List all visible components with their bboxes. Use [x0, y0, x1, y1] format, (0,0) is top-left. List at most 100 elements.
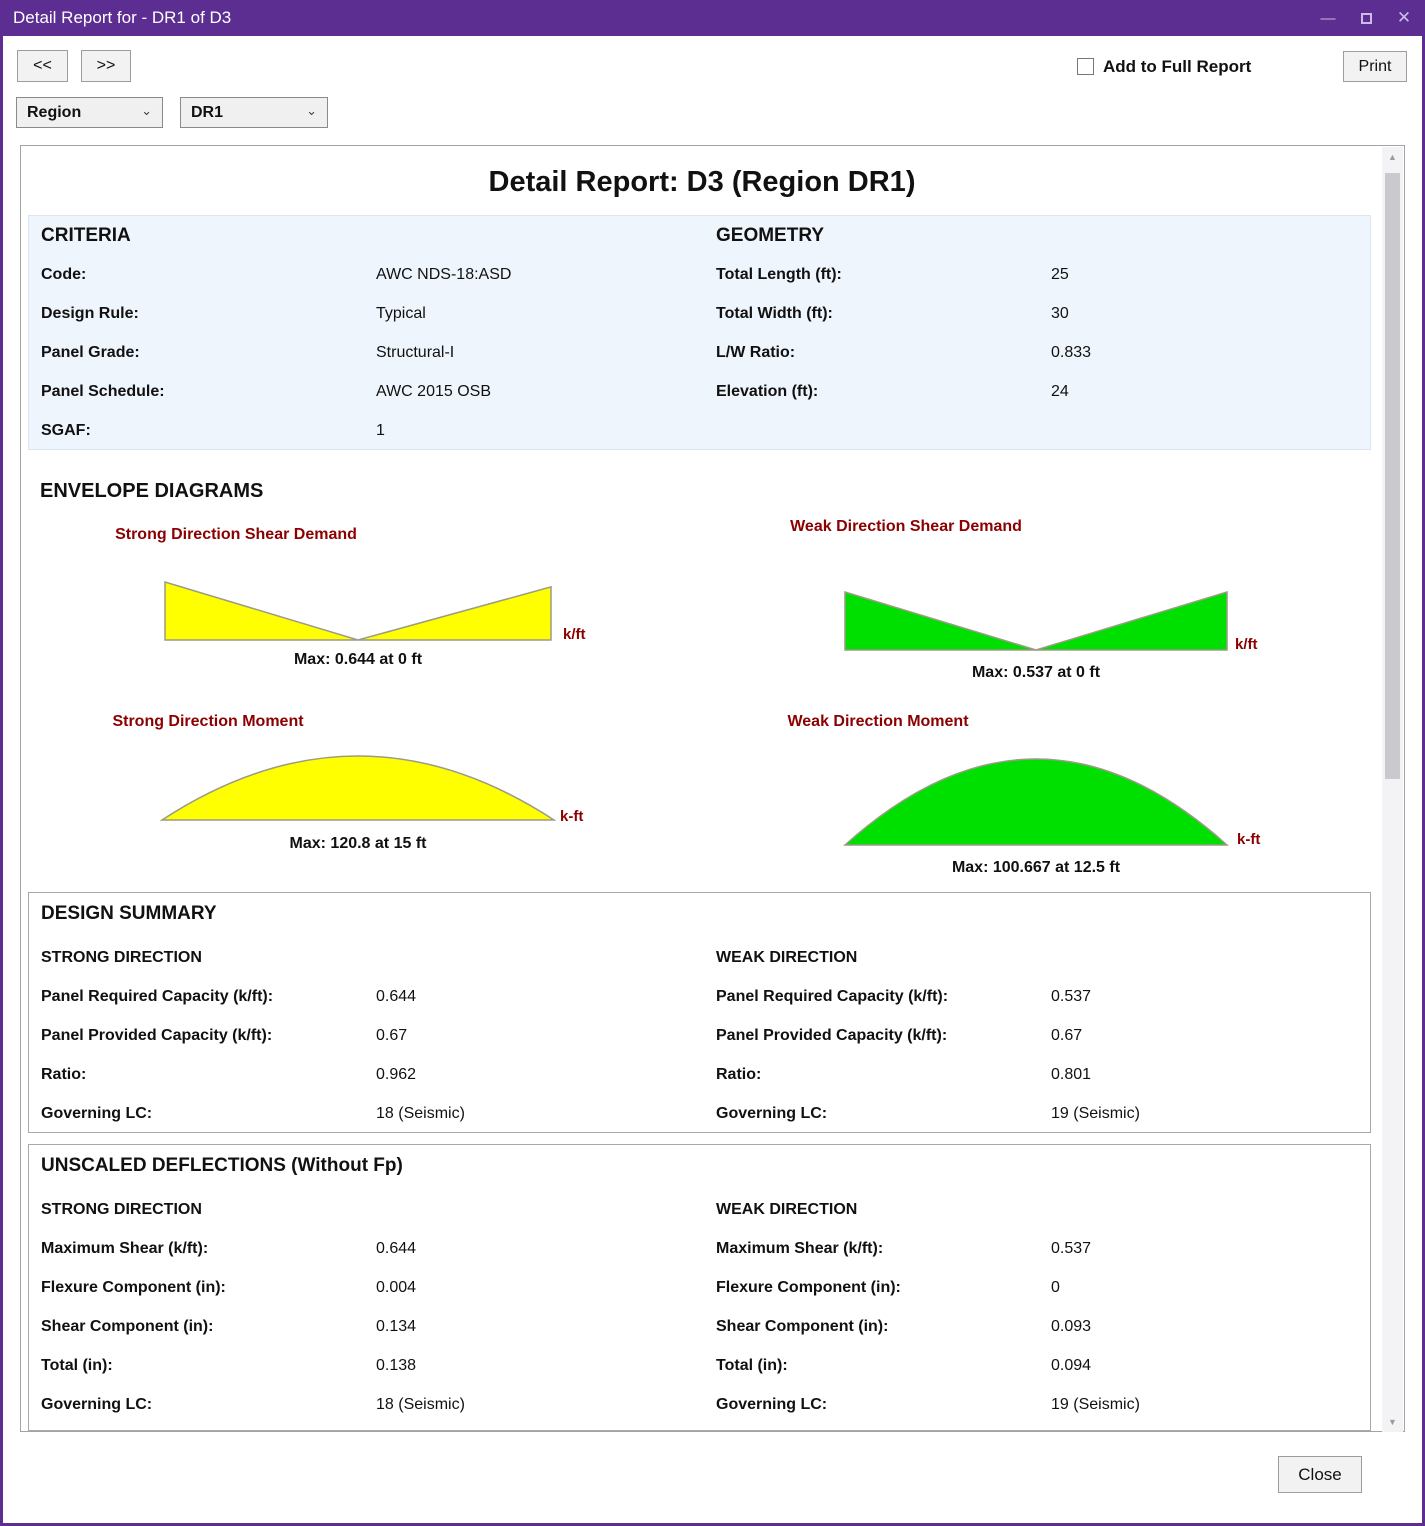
report-viewer: Detail Report: D3 (Region DR1) CRITERIA … [20, 145, 1405, 1432]
envelope-diagrams-heading: ENVELOPE DIAGRAMS [40, 480, 264, 502]
title-bar[interactable]: Detail Report for - DR1 of D3 — ✕ [0, 0, 1425, 36]
field-value: 19 (Seismic) [1051, 1396, 1140, 1413]
field-value: 18 (Seismic) [376, 1396, 465, 1413]
summary-row: Governing LC: 18 (Seismic) [41, 1105, 691, 1123]
strong-shear-max-label: Max: 0.644 at 0 ft [293, 651, 423, 668]
field-label: Panel Provided Capacity (k/ft): [716, 1027, 948, 1044]
field-value: 0.093 [1051, 1318, 1092, 1335]
field-label: Governing LC: [41, 1105, 153, 1122]
deflection-row: Shear Component (in): 0.093 [716, 1318, 1366, 1336]
field-label: Governing LC: [716, 1105, 828, 1122]
region-type-value: Region [27, 103, 82, 121]
field-label: Code: [41, 266, 87, 283]
field-label: Maximum Shear (k/ft): [41, 1240, 209, 1257]
field-value: 30 [1051, 305, 1069, 322]
geometry-heading: GEOMETRY [716, 225, 825, 246]
report-title: Detail Report: D3 (Region DR1) [488, 166, 916, 198]
weak-shear-chart-title: Weak Direction Shear Demand [790, 518, 1022, 535]
deflection-row: Shear Component (in): 0.134 [41, 1318, 691, 1336]
field-value: 19 (Seismic) [1051, 1105, 1140, 1122]
deflection-row: Maximum Shear (k/ft): 0.537 [716, 1240, 1366, 1258]
strong-moment-chart [160, 755, 556, 821]
field-label: Total (in): [41, 1357, 113, 1374]
deflection-row: Governing LC: 19 (Seismic) [716, 1396, 1366, 1414]
minimize-icon[interactable]: — [1320, 9, 1336, 27]
field-value: 0.138 [376, 1357, 417, 1374]
field-value: 1 [376, 422, 385, 439]
field-label: Maximum Shear (k/ft): [716, 1240, 884, 1257]
field-value: AWC NDS-18:ASD [376, 266, 512, 283]
deflection-row: Total (in): 0.138 [41, 1357, 691, 1375]
criteria-row-panel-schedule: Panel Schedule: AWC 2015 OSB [41, 383, 691, 401]
strong-shear-unit-label: k/ft [563, 626, 586, 643]
field-label: Panel Required Capacity (k/ft): [716, 988, 949, 1005]
vertical-scrollbar[interactable]: ▲ ▼ [1382, 147, 1403, 1432]
deflection-row: Total (in): 0.094 [716, 1357, 1366, 1375]
summary-row: Governing LC: 19 (Seismic) [716, 1105, 1366, 1123]
add-to-full-report-checkbox[interactable] [1077, 58, 1094, 75]
strong-moment-unit-label: k-ft [560, 808, 584, 825]
field-value: 0.004 [376, 1279, 417, 1296]
field-label: Shear Component (in): [41, 1318, 214, 1335]
maximize-icon[interactable] [1355, 7, 1377, 29]
field-value: 0.67 [376, 1027, 408, 1044]
strong-shear-chart [164, 580, 552, 641]
field-value: 0.537 [1051, 1240, 1092, 1257]
close-button[interactable]: Close [1278, 1456, 1362, 1493]
summary-row: Panel Required Capacity (k/ft): 0.537 [716, 988, 1366, 1006]
criteria-geometry-panel: CRITERIA Code: AWC NDS-18:ASD Design Rul… [28, 215, 1371, 450]
scroll-up-icon[interactable]: ▲ [1388, 152, 1397, 162]
geometry-row-total-length: Total Length (ft): 25 [716, 266, 1366, 284]
strong-shear-chart-title: Strong Direction Shear Demand [115, 526, 357, 543]
weak-shear-unit-label: k/ft [1235, 636, 1258, 653]
field-label: Governing LC: [41, 1396, 153, 1413]
field-label: Governing LC: [716, 1396, 828, 1413]
region-type-dropdown[interactable]: Region ⌄ [16, 97, 163, 128]
summary-row: Panel Required Capacity (k/ft): 0.644 [41, 988, 691, 1006]
next-report-button[interactable]: >> [81, 50, 131, 82]
summary-row: Ratio: 0.801 [716, 1066, 1366, 1084]
chevron-down-icon: ⌄ [306, 102, 317, 118]
field-value: 24 [1051, 383, 1069, 400]
field-value: 0.801 [1051, 1066, 1092, 1083]
field-value: AWC 2015 OSB [376, 383, 492, 400]
scroll-down-icon[interactable]: ▼ [1388, 1417, 1397, 1427]
strong-moment-max-label: Max: 120.8 at 15 ft [289, 835, 427, 852]
field-value: 0.67 [1051, 1027, 1083, 1044]
add-to-full-report-label: Add to Full Report [1103, 57, 1252, 76]
field-value: 0.094 [1051, 1357, 1092, 1374]
window-title: Detail Report for - DR1 of D3 [13, 8, 232, 27]
field-value: 0.833 [1051, 344, 1092, 361]
field-value: 18 (Seismic) [376, 1105, 465, 1122]
field-label: L/W Ratio: [716, 344, 796, 361]
weak-direction-heading: WEAK DIRECTION [716, 949, 858, 966]
field-value: 0 [1051, 1279, 1060, 1296]
region-name-value: DR1 [191, 103, 224, 121]
deflection-row: Flexure Component (in): 0 [716, 1279, 1366, 1297]
field-label: Total Width (ft): [716, 305, 833, 322]
field-value: 0.644 [376, 1240, 417, 1257]
field-label: Design Rule: [41, 305, 139, 322]
design-summary-heading: DESIGN SUMMARY [41, 903, 217, 924]
weak-moment-chart-title: Weak Direction Moment [787, 713, 969, 730]
field-label: Total Length (ft): [716, 266, 842, 283]
weak-moment-unit-label: k-ft [1237, 831, 1261, 848]
deflection-row: Governing LC: 18 (Seismic) [41, 1396, 691, 1414]
field-label: Total (in): [716, 1357, 788, 1374]
field-value: 0.134 [376, 1318, 417, 1335]
region-name-dropdown[interactable]: DR1 ⌄ [180, 97, 328, 128]
prev-report-button[interactable]: << [17, 50, 68, 82]
print-button[interactable]: Print [1343, 51, 1407, 82]
weak-moment-chart [843, 758, 1229, 846]
field-label: Panel Provided Capacity (k/ft): [41, 1027, 273, 1044]
scrollbar-thumb[interactable] [1385, 173, 1400, 779]
field-value: Typical [376, 305, 426, 322]
field-label: Shear Component (in): [716, 1318, 889, 1335]
field-label: Ratio: [41, 1066, 87, 1083]
close-icon[interactable]: ✕ [1396, 8, 1412, 27]
strong-direction-heading: STRONG DIRECTION [41, 949, 202, 966]
deflection-row: Flexure Component (in): 0.004 [41, 1279, 691, 1297]
weak-shear-chart [844, 590, 1228, 651]
criteria-row-panel-grade: Panel Grade: Structural-I [41, 344, 691, 362]
field-label: Panel Schedule: [41, 383, 165, 400]
